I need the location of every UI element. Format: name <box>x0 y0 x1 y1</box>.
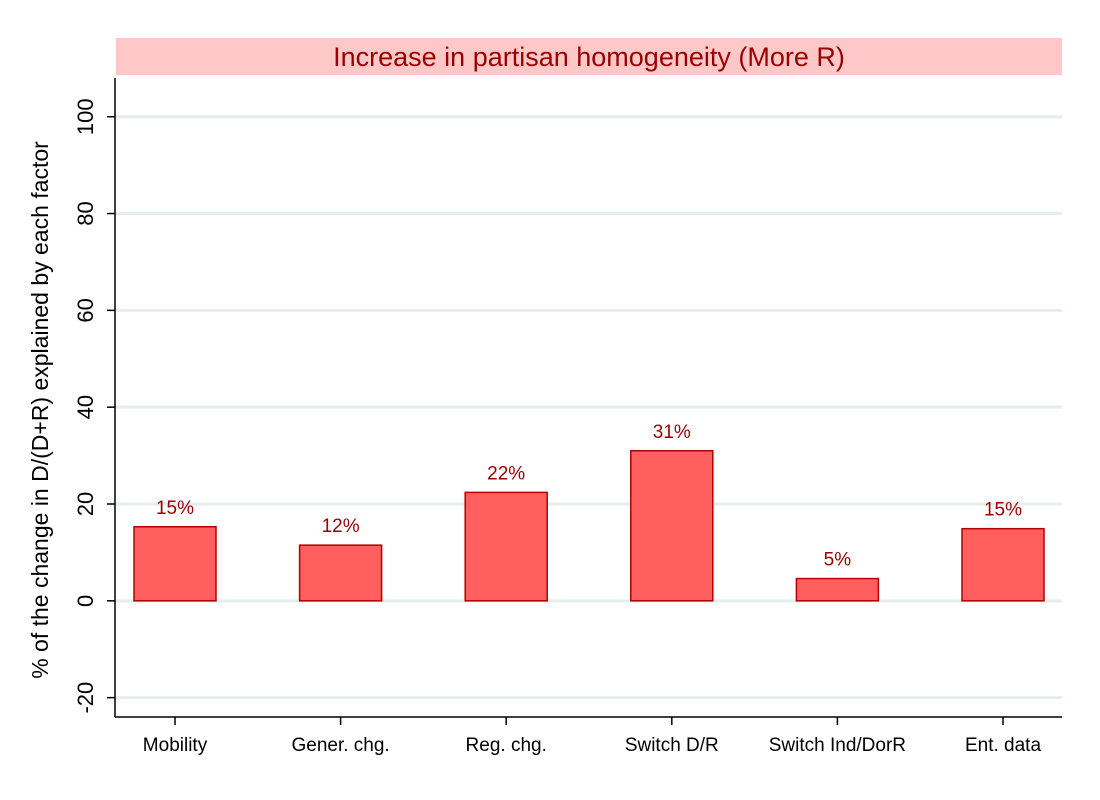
y-tick-label: 20 <box>73 492 98 516</box>
bar-value-label: 15% <box>984 500 1022 521</box>
bar-value-label: 22% <box>487 463 525 484</box>
bar <box>133 526 217 602</box>
y-tick-label: 60 <box>73 298 98 322</box>
x-tick-label: Switch D/R <box>625 735 719 756</box>
x-tick-label: Switch Ind/DorR <box>769 735 906 756</box>
x-tick-label: Reg. chg. <box>466 735 547 756</box>
bar-value-label: 5% <box>824 550 852 571</box>
title-band <box>116 38 1062 75</box>
y-tick-label: 0 <box>73 595 98 607</box>
bar-value-label: 31% <box>653 422 691 443</box>
y-tick-label: 100 <box>73 98 98 135</box>
y-tick-label: 40 <box>73 395 98 419</box>
x-tick-label: Mobility <box>143 735 208 756</box>
bars <box>133 450 1045 602</box>
bar <box>961 527 1045 602</box>
bar <box>630 450 714 602</box>
y-axis-label: % of the change in D/(D+R) explained by … <box>27 141 53 679</box>
bar <box>298 544 383 602</box>
bar-value-label: 12% <box>322 516 360 537</box>
y-tick-label: 80 <box>73 201 98 225</box>
chart-title: Increase in partisan homogeneity (More R… <box>333 42 845 72</box>
x-tick-label: Gener. chg. <box>291 735 389 756</box>
x-tick-label: Ent. data <box>965 735 1041 756</box>
y-axis-ticks: -20 0 20 40 60 80 100 <box>73 98 115 714</box>
y-tick-label: -20 <box>73 682 98 714</box>
gridlines <box>115 115 1062 700</box>
bar-value-label: 15% <box>156 498 194 519</box>
bar <box>464 491 548 602</box>
data-labels: 15% 12% 22% 31% 5% 15% <box>156 422 1022 571</box>
bar <box>795 577 880 602</box>
x-axis-ticks: Mobility Gener. chg. Reg. chg. Switch D/R Sw… <box>143 717 1041 756</box>
